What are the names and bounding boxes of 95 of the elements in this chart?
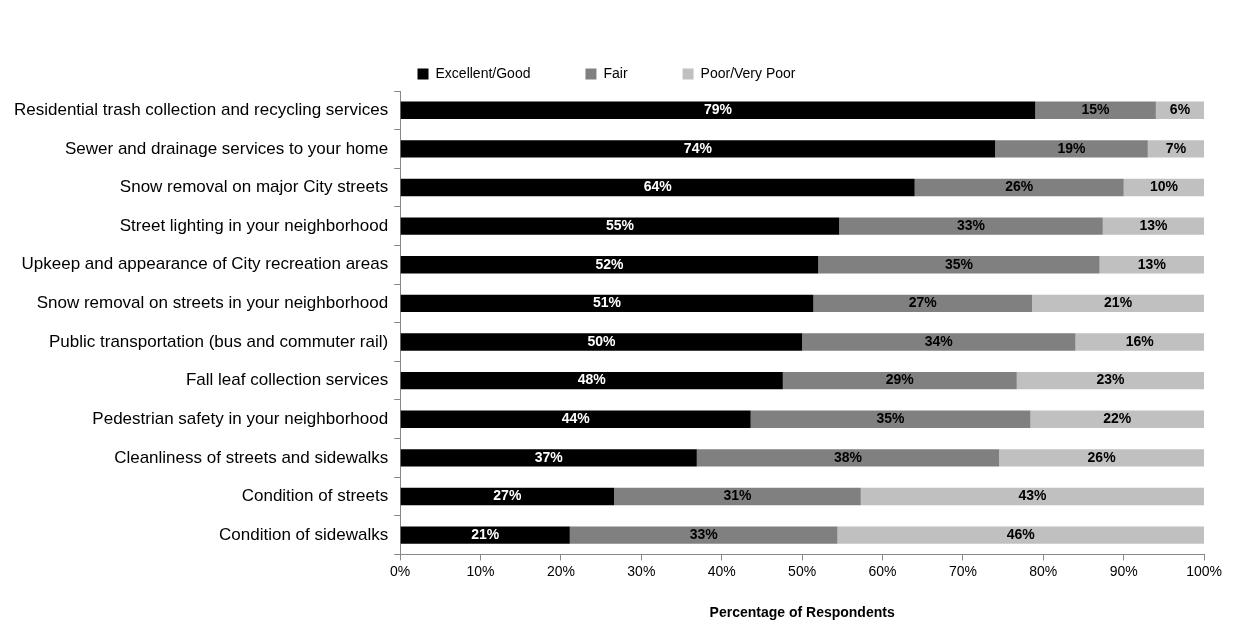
bar <box>999 449 1205 467</box>
y-tick-label: Residential trash collection and recycling services <box>13 100 389 119</box>
y-tick-label: Fall leaf collection services <box>185 370 389 390</box>
data-label: 55% <box>605 217 635 234</box>
bar <box>813 294 1033 313</box>
bar <box>400 140 996 158</box>
bar <box>839 217 1103 235</box>
bar <box>1030 410 1205 428</box>
data-label: 43% <box>1018 487 1048 504</box>
data-label: 52% <box>595 255 624 272</box>
data-label: 22% <box>1103 410 1132 427</box>
bar <box>400 294 814 313</box>
y-tick-label: Pedestrian safety in your neighborhood <box>92 408 389 428</box>
data-label: 34% <box>924 332 954 349</box>
data-label: 33% <box>689 525 719 542</box>
data-label: 48% <box>577 371 607 388</box>
data-label: 50% <box>587 332 616 349</box>
data-label: 35% <box>944 255 974 272</box>
data-label: 51% <box>593 294 622 311</box>
bar <box>400 256 819 274</box>
data-label: 27% <box>908 294 938 311</box>
bar <box>400 371 783 390</box>
data-label: 27% <box>493 487 522 504</box>
x-tick-label: 70% <box>948 562 977 579</box>
y-tick-label: Street lighting in your neighborhood <box>119 215 389 235</box>
bar <box>782 371 1017 390</box>
data-label: 21% <box>471 525 500 542</box>
x-tick-label: 50% <box>788 562 817 579</box>
data-label: 37% <box>534 448 564 465</box>
x-tick-label: 20% <box>546 562 575 579</box>
data-label: 26% <box>1005 178 1034 195</box>
data-label: 21% <box>1104 294 1133 311</box>
data-label: 33% <box>956 217 986 234</box>
bar <box>400 333 803 351</box>
x-axis-title: Percentage of Respondents <box>709 604 895 621</box>
data-label: 7% <box>1165 139 1187 156</box>
legend-label: Excellent/Good <box>435 64 531 81</box>
data-label: 26% <box>1087 448 1117 465</box>
bar <box>837 526 1205 544</box>
bar <box>1075 333 1205 351</box>
bar <box>400 449 697 467</box>
x-tick-label: 90% <box>1109 562 1138 579</box>
bar <box>818 256 1100 274</box>
bar <box>400 217 840 235</box>
data-label: 38% <box>833 448 863 465</box>
y-tick-label: Upkeep and appearance of City recreation areas <box>21 254 389 274</box>
y-tick-label: Sewer and drainage services to your home <box>64 138 389 158</box>
data-label: 29% <box>885 371 915 388</box>
x-tick-label: 100% <box>1186 562 1222 579</box>
data-label: 13% <box>1139 217 1169 234</box>
data-label: 6% <box>1169 101 1191 118</box>
x-tick-label: 10% <box>466 562 495 579</box>
bar <box>696 449 1000 467</box>
bar <box>614 487 861 506</box>
data-label: 64% <box>643 178 673 195</box>
legend-label: Poor/Very Poor <box>700 64 796 81</box>
y-tick-label: Snow removal on major City streets <box>119 177 389 197</box>
bar <box>400 487 615 506</box>
bar <box>400 101 1036 119</box>
x-tick-label: 0% <box>390 562 411 579</box>
data-label: 79% <box>703 101 733 118</box>
data-label: 16% <box>1125 332 1155 349</box>
data-label: 31% <box>723 487 752 504</box>
data-label: 46% <box>1006 525 1036 542</box>
data-label: 35% <box>876 410 906 427</box>
x-tick-label: 80% <box>1029 562 1058 579</box>
bar <box>1032 294 1205 313</box>
data-label: 13% <box>1137 255 1167 272</box>
data-label: 23% <box>1096 371 1125 388</box>
bar <box>1016 371 1205 390</box>
bar <box>750 410 1031 428</box>
data-label: 44% <box>561 410 591 427</box>
bar <box>1147 140 1205 158</box>
bar <box>860 487 1205 506</box>
y-tick-label: Condition of streets <box>241 486 389 506</box>
data-label: 74% <box>683 139 713 156</box>
data-label: 19% <box>1057 139 1087 156</box>
bar <box>569 526 838 544</box>
y-tick-label: Snow removal on streets in your neighborhood <box>36 293 389 313</box>
x-tick-label: 60% <box>868 562 897 579</box>
legend-label: Fair <box>603 64 628 81</box>
bar <box>400 526 570 544</box>
bar <box>995 140 1148 158</box>
x-tick-label: 40% <box>707 562 736 579</box>
bar <box>1102 217 1205 235</box>
data-label: 10% <box>1149 178 1179 195</box>
y-tick-label: Cleanliness of streets and sidewalks <box>114 447 389 467</box>
bar <box>914 178 1124 197</box>
bar <box>802 333 1076 351</box>
x-tick-label: 30% <box>627 562 656 579</box>
y-tick-label: Public transportation (bus and commuter rail) <box>48 331 389 351</box>
bar <box>400 410 751 428</box>
bar <box>400 178 915 197</box>
data-label: 15% <box>1081 101 1111 118</box>
y-tick-label: Condition of sidewalks <box>219 524 389 544</box>
